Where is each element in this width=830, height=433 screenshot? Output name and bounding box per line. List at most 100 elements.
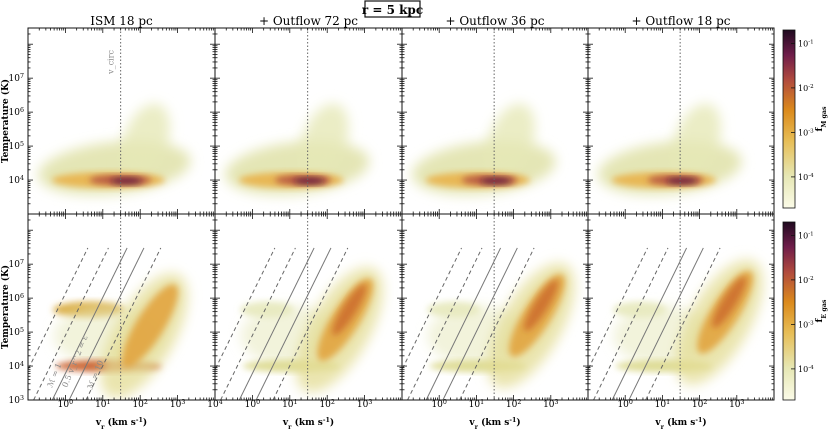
y-axis-label: Temperature (K): [0, 79, 11, 163]
title-box: [364, 0, 421, 18]
mach-line: [442, 247, 518, 400]
mach-line: [425, 247, 502, 400]
mach-line: [407, 247, 483, 400]
x-axis-label: vr (km s-1): [654, 417, 706, 431]
panel-r0-c1: [214, 27, 403, 215]
colorbar-tick-label: 10-2: [798, 84, 814, 93]
density-blob: [121, 284, 179, 368]
panel-r1-c1: 100 101 102 103: [214, 213, 403, 411]
colorbar-label: fE gas: [815, 299, 828, 322]
y-tick-label: 107: [9, 259, 24, 271]
x-tick-label: 100: [431, 399, 446, 411]
x-tick-label: 100: [245, 399, 260, 411]
vcirc-label: v_circ: [107, 50, 116, 75]
column-header: + Outflow 72 pc: [259, 14, 358, 28]
mach-line: [238, 247, 315, 400]
mach-line: [645, 247, 721, 400]
colorbar-tick-label: 10-1: [798, 231, 814, 240]
panel-r0-c0: v_circ 104 105 106 107: [9, 27, 216, 215]
density-blob: [665, 177, 698, 185]
x-tick-label: 101: [655, 399, 670, 411]
mach-line: [593, 247, 669, 400]
mach-line: [611, 247, 688, 400]
density-blob: [671, 103, 721, 181]
density-blob: [293, 177, 326, 185]
x-tick-label: 103: [357, 399, 372, 411]
y-tick-label: 106: [9, 293, 24, 305]
colorbar-tick-label: 10-1: [798, 39, 814, 48]
x-tick-label: 101: [282, 399, 297, 411]
title-text: r = 5 kpc: [362, 3, 423, 17]
y-tick-label: 104: [9, 361, 24, 373]
panel-r1-c2: 100 101 102 103: [401, 213, 589, 411]
column-header: + Outflow 18 pc: [631, 14, 730, 28]
mach-line: [85, 247, 162, 400]
density-blob: [485, 103, 535, 181]
density-blob: [597, 141, 742, 195]
mach-line: [220, 247, 296, 400]
x-tick-label: 103: [543, 399, 558, 411]
mach-line: [51, 247, 128, 400]
mach-line: [28, 247, 89, 371]
colorbar-gradient: [782, 221, 796, 401]
colorbar-label: fM gas: [815, 106, 828, 132]
density-blob: [225, 141, 370, 195]
density-blob: [298, 103, 349, 181]
colorbar-tick-label: 10-4: [798, 365, 814, 374]
panel-r1-c3: 100 101 102 103: [587, 213, 775, 411]
y-tick-label: 106: [9, 107, 24, 119]
y-tick-label: 105: [9, 327, 24, 339]
x-axis-label: vr (km s-1): [95, 417, 147, 431]
x-axis-label: vr (km s-1): [468, 417, 520, 431]
density-blob: [479, 177, 512, 185]
mach-line: [215, 247, 276, 371]
x-tick-label: 104: [207, 399, 222, 411]
figure-title: r = 5 kpc: [362, 0, 423, 18]
mach-line: [68, 247, 145, 400]
x-tick-label: 102: [319, 399, 334, 411]
x-tick-label: 102: [132, 399, 147, 411]
x-tick-label: 103: [170, 399, 185, 411]
y-tick-label: 105: [9, 141, 24, 153]
mach-line: [628, 247, 704, 400]
colorbar-tick-label: 10-3: [798, 128, 814, 137]
colorbars: 10-1 10-2 10-3 10-4 fM gas 10-1 10-2 10-3 10-4 fE…: [782, 29, 828, 401]
colorbar-energy: 10-1 10-2 10-3 10-4 fE gas: [782, 221, 828, 401]
colorbar-tick-label: 10-3: [798, 320, 814, 329]
x-tick-label: 100: [58, 399, 73, 411]
colorbar-tick-label: 10-4: [798, 173, 814, 182]
x-tick-label: 101: [469, 399, 484, 411]
density-blob: [524, 279, 559, 332]
x-axis-labels: vr (km s-1) vr (km s-1) vr (km s-1) vr (km …: [95, 417, 707, 431]
x-tick-label: 101: [95, 399, 110, 411]
mach-line: [33, 247, 109, 400]
x-axis-label: vr (km s-1): [282, 417, 334, 431]
panel-frame: [587, 213, 775, 401]
column-headers: ISM 18 pc + Outflow 72 pc + Outflow 36 pc +…: [90, 14, 731, 28]
mach-line: [255, 247, 332, 400]
density-blob: [38, 140, 191, 196]
x-tick-label: 102: [692, 399, 707, 411]
density-blob: [332, 283, 367, 336]
colorbar-gradient: [782, 29, 796, 209]
mach-line: [402, 247, 462, 371]
y-axis-label: Temperature (K): [0, 265, 11, 349]
colorbar-tick-label: 10-2: [798, 276, 814, 285]
column-header: + Outflow 36 pc: [445, 14, 544, 28]
density-blob: [411, 141, 556, 195]
y-tick-label: 104: [9, 175, 24, 187]
x-tick-label: 103: [729, 399, 744, 411]
density-blob: [712, 276, 747, 328]
y-axis-labels: Temperature (K) Temperature (K): [0, 79, 11, 349]
mach-line: [459, 247, 535, 400]
panel-r0-c2: [401, 27, 589, 215]
panel-r0-c3: [587, 27, 775, 215]
mach-line: [588, 247, 648, 371]
x-tick-label: 102: [506, 399, 521, 411]
column-header: ISM 18 pc: [90, 14, 153, 28]
y-tick-label: 103: [9, 395, 24, 407]
x-tick-label: 100: [617, 399, 632, 411]
